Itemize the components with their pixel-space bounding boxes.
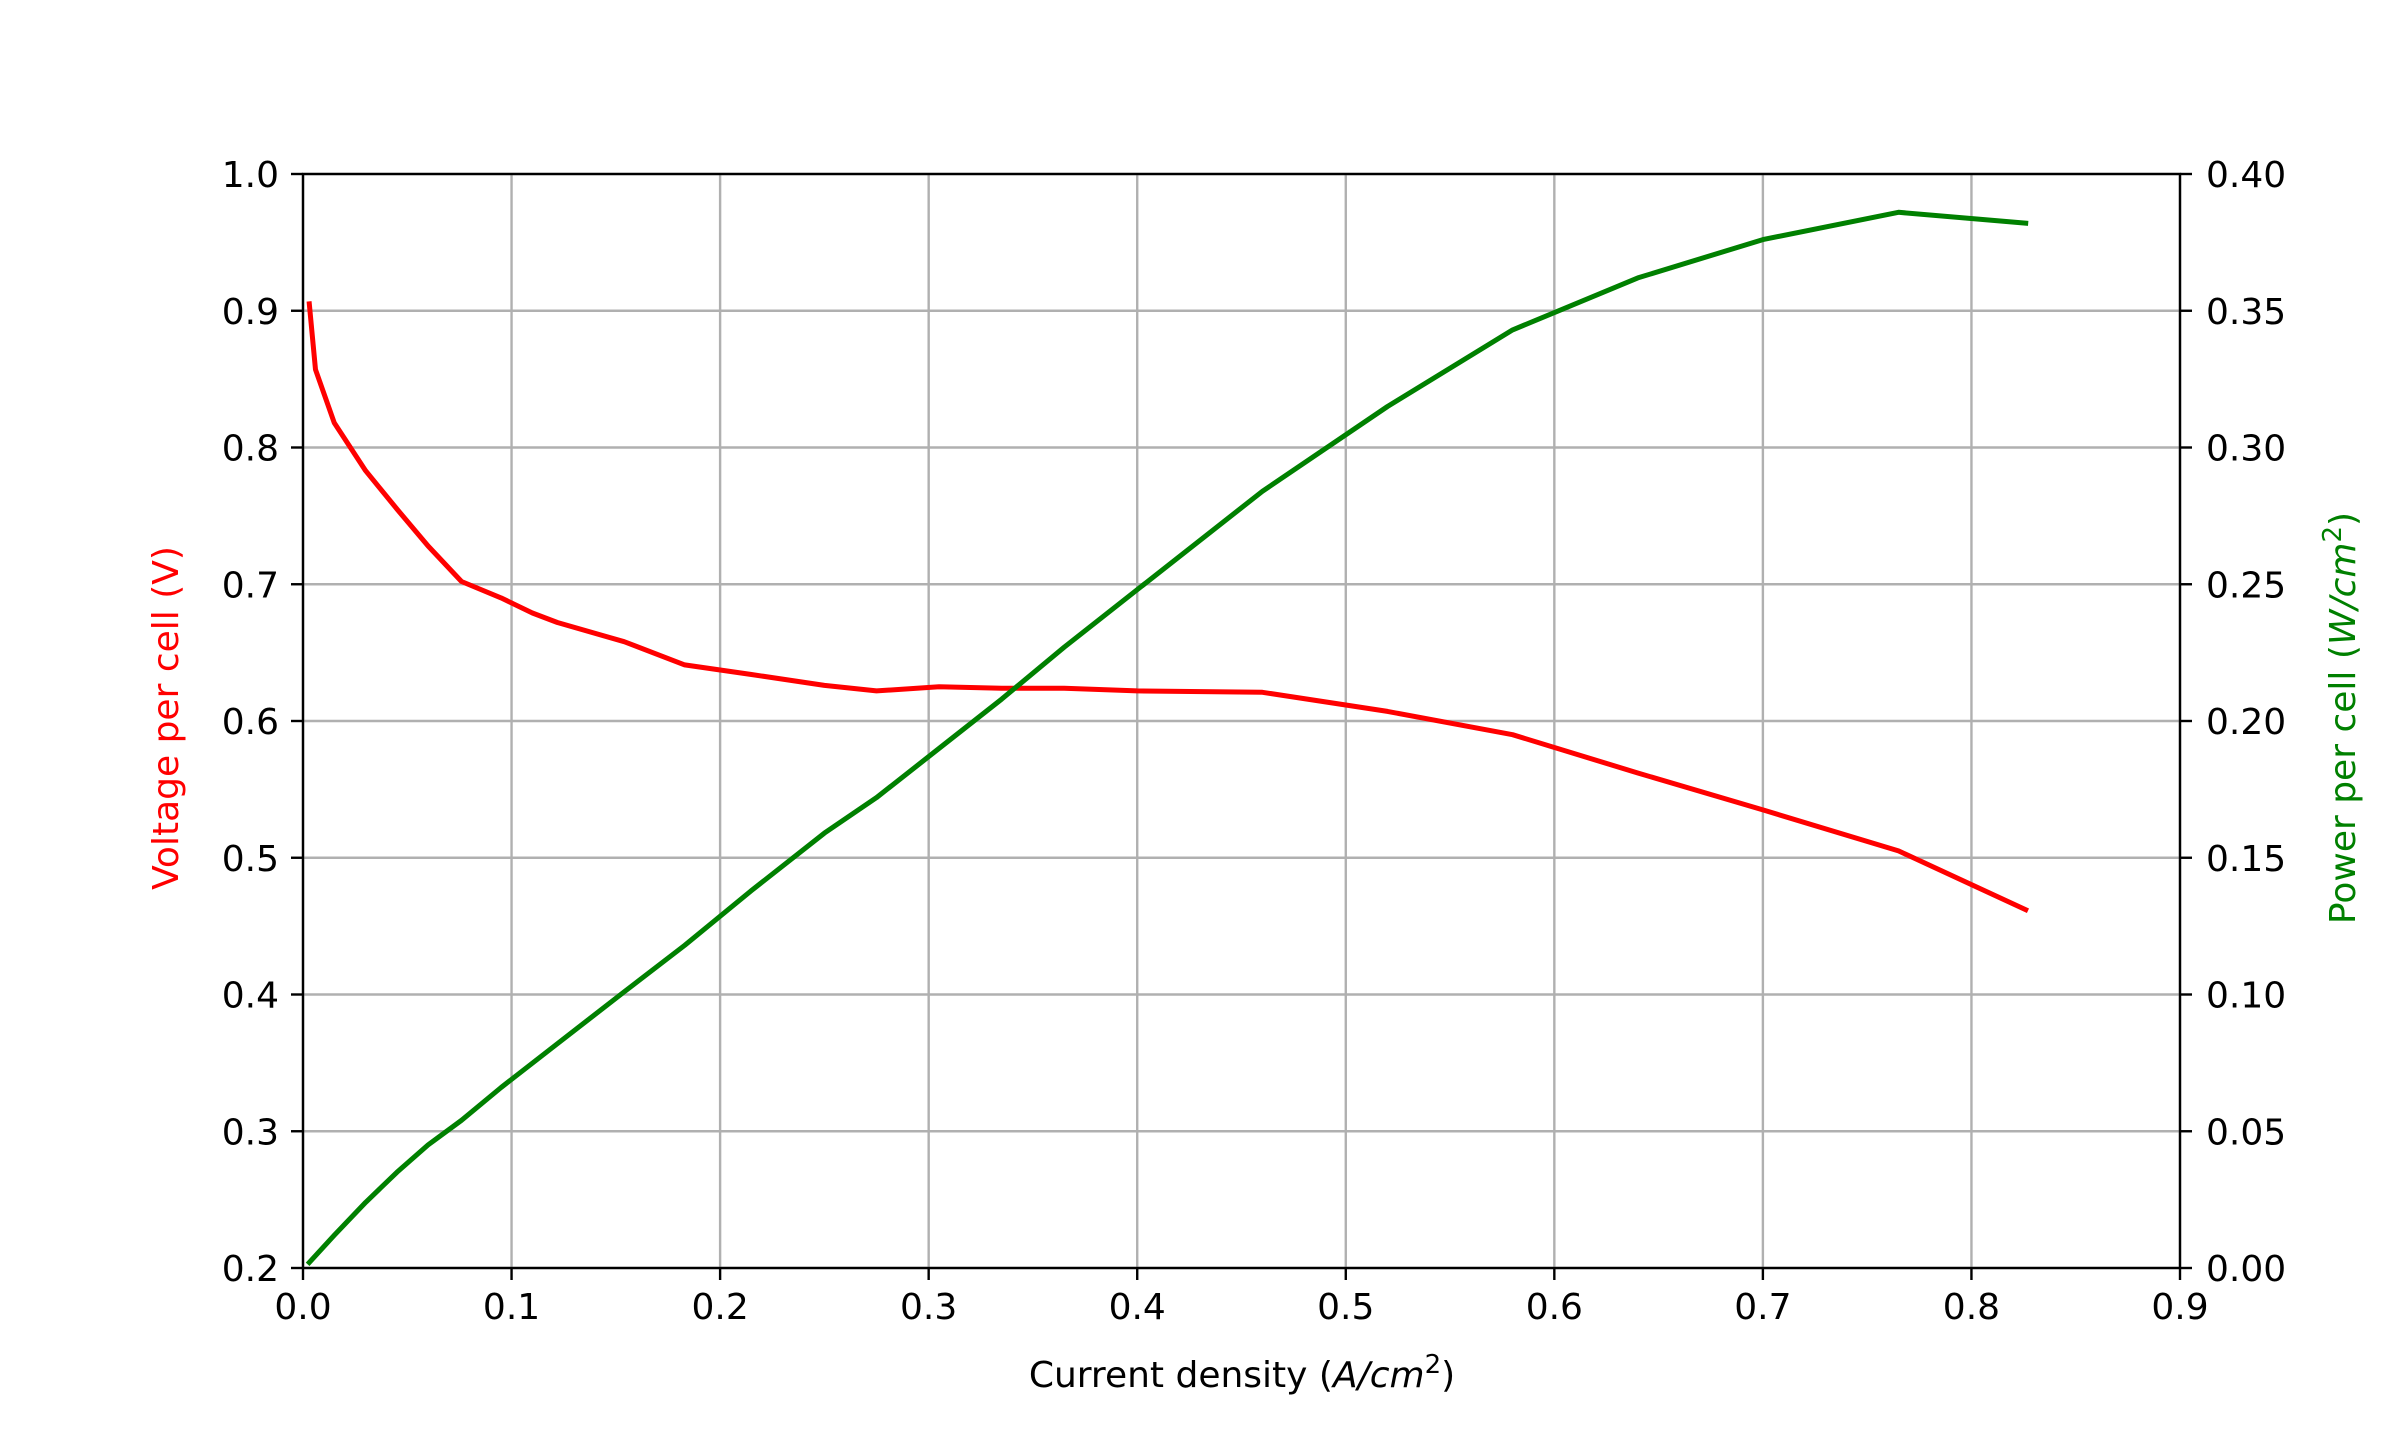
x-tick-label: 0.0 [274,1287,331,1328]
x-tick-label: 0.1 [483,1287,540,1328]
y-left-tick-label: 0.8 [222,429,279,470]
series-layer [305,209,2030,1267]
y-left-axis-label: Voltage per cell (V) [146,546,187,890]
y-left-tick-label: 0.4 [222,976,279,1017]
y-right-tick-label: 0.15 [2206,839,2286,880]
x-tick-label: 0.7 [1734,1287,1791,1328]
x-tick-label: 0.2 [691,1287,748,1328]
y-left-tick-label: 0.5 [222,839,279,880]
y-left-tick-label: 1.0 [222,155,279,196]
y-right-tick-label: 0.30 [2206,429,2286,470]
x-tick-label: 0.3 [900,1287,957,1328]
y-right-tick-label: 0.05 [2206,1112,2286,1153]
voltage-series-line [306,301,2030,914]
x-axis-ticks: 0.0 0.1 0.2 0.3 0.4 0.5 0.6 0.7 0.8 0.9 [274,1268,2209,1328]
y-right-tick-label: 0.40 [2206,155,2286,196]
y-left-tick-label: 0.2 [222,1249,279,1290]
x-tick-label: 0.4 [1109,1287,1166,1328]
y-left-tick-label: 0.9 [222,292,279,333]
x-tick-label: 0.8 [1943,1287,2000,1328]
y-right-axis-ticks: 0.00 0.05 0.10 0.15 0.20 0.25 0.30 0.35 0.40 [2180,155,2286,1290]
x-tick-label: 0.9 [2151,1287,2208,1328]
y-right-tick-label: 0.35 [2206,292,2286,333]
y-right-tick-label: 0.20 [2206,702,2286,743]
y-right-axis-label: Power per cell (W/cm2) [2318,512,2364,924]
y-left-tick-label: 0.7 [222,565,279,606]
y-right-tick-label: 0.25 [2206,565,2286,606]
y-right-tick-label: 0.10 [2206,976,2286,1017]
y-right-tick-label: 0.00 [2206,1249,2286,1290]
y-left-tick-label: 0.6 [222,702,279,743]
power-series-line [305,209,2029,1267]
y-left-axis-ticks: 0.2 0.3 0.4 0.5 0.6 0.7 0.8 0.9 1.0 [222,155,303,1290]
y-left-tick-label: 0.3 [222,1112,279,1153]
x-tick-label: 0.5 [1317,1287,1374,1328]
x-axis-label: Current density (A/cm2) [1029,1350,1455,1396]
x-tick-label: 0.6 [1526,1287,1583,1328]
